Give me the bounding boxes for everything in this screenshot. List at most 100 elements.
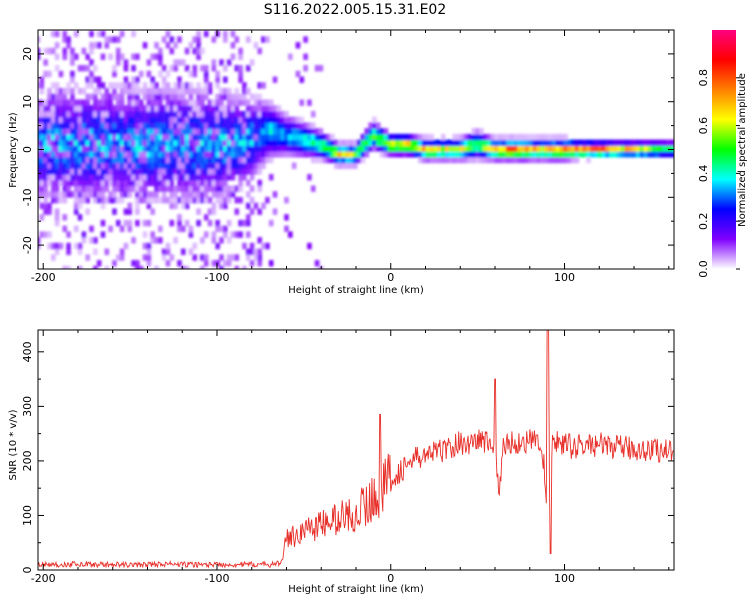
heatmap-cell: [372, 122, 377, 129]
heatmap-cell: [104, 42, 110, 49]
heatmap-cell: [223, 36, 228, 43]
heatmap-cell: [307, 128, 312, 135]
heatmap-cell: [47, 202, 52, 210]
heatmap-cell: [368, 145, 373, 152]
heatmap-cell: [142, 219, 148, 227]
heatmap-cell: [196, 139, 201, 147]
heatmap-cell: [257, 122, 263, 129]
heatmap-cell: [310, 156, 316, 164]
heatmap-cell: [203, 82, 209, 89]
heatmap-cell: [318, 133, 324, 141]
heatmap-cell: [230, 162, 236, 169]
heatmap-cell: [230, 231, 236, 238]
heatmap-cell: [161, 162, 167, 169]
heatmap-cell: [207, 151, 213, 158]
heatmap-cell: [81, 87, 87, 95]
heatmap-cell: [337, 139, 343, 147]
heatmap-cell: [58, 87, 64, 95]
heatmap-cell: [165, 168, 171, 175]
heatmap-cell: [58, 156, 64, 164]
heatmap-cell: [651, 139, 656, 147]
heatmap-cell: [238, 76, 243, 83]
heatmap-cell: [211, 36, 217, 43]
heatmap-cell: [100, 156, 106, 164]
heatmap-cell: [375, 139, 381, 147]
heatmap-cell: [456, 139, 461, 147]
heatmap-cell: [169, 254, 175, 261]
heatmap-cell: [93, 105, 98, 112]
heatmap-cell: [150, 174, 155, 181]
heatmap-cell: [180, 82, 186, 89]
heatmap-cell: [360, 156, 366, 164]
heatmap-cell: [131, 105, 136, 112]
heatmap-cell: [180, 87, 186, 95]
heatmap-cell: [196, 174, 201, 181]
heatmap-cell: [135, 151, 140, 158]
heatmap-cell: [307, 139, 312, 147]
heatmap-cell: [47, 93, 52, 101]
heatmap-cell: [628, 151, 633, 158]
heatmap-cell: [70, 122, 75, 129]
heatmap-cell: [158, 196, 163, 204]
heatmap-cell: [456, 151, 461, 158]
heatmap-cell: [211, 162, 217, 169]
heatmap-cell: [43, 122, 48, 129]
heatmap-cell: [188, 231, 194, 238]
heatmap-cell: [219, 59, 224, 66]
heatmap-cell: [96, 110, 102, 118]
heatmap-cell: [62, 133, 68, 141]
heatmap-cell: [85, 156, 90, 164]
heatmap-cell: [528, 151, 534, 158]
heatmap-cell: [50, 196, 56, 204]
heatmap-cell: [39, 191, 45, 198]
heatmap-cell: [96, 122, 102, 129]
heatmap-cell: [333, 156, 339, 164]
heatmap-cell: [112, 36, 117, 43]
heatmap-cell: [165, 185, 171, 192]
heatmap-cell: [119, 225, 125, 233]
heatmap-cell: [73, 168, 79, 175]
heatmap-cell: [43, 47, 48, 55]
heatmap-cell: [89, 174, 94, 181]
heatmap-cell: [100, 202, 106, 210]
heatmap-cell: [38, 82, 41, 89]
heatmap-cell: [586, 139, 591, 147]
heatmap-cell: [234, 231, 240, 238]
heatmap-cell: [226, 260, 232, 267]
heatmap-cell: [482, 133, 488, 141]
heatmap-cell: [215, 99, 220, 106]
heatmap-cell: [238, 185, 243, 192]
heatmap-cell: [226, 196, 232, 204]
heatmap-cell: [142, 128, 148, 135]
heatmap-cell: [200, 151, 205, 158]
heatmap-cell: [463, 139, 469, 147]
heatmap-cell: [177, 110, 182, 118]
heatmap-cell: [425, 151, 431, 158]
heatmap-cell: [245, 122, 251, 129]
heatmap-cell: [150, 208, 155, 215]
heatmap-cell: [249, 116, 255, 124]
heatmap-cell: [307, 122, 312, 129]
heatmap-cell: [173, 105, 178, 112]
heatmap-cell: [158, 59, 163, 66]
heatmap-cell: [85, 133, 90, 141]
heatmap-cell: [96, 128, 102, 135]
heatmap-cell: [93, 116, 98, 124]
heatmap-cell: [410, 139, 415, 147]
heatmap-cell: [161, 179, 167, 187]
heatmap-cell: [158, 151, 163, 158]
heatmap-cell: [131, 185, 136, 192]
heatmap-cell: [154, 99, 159, 106]
heatmap-cell: [100, 122, 106, 129]
heatmap-cell: [127, 156, 133, 164]
heatmap-cell: [341, 151, 347, 158]
heatmap-cell: [253, 151, 259, 158]
heatmap-cell: [89, 82, 94, 89]
heatmap-cell: [314, 156, 320, 164]
heatmap-cell: [54, 174, 60, 181]
heatmap-cell: [188, 179, 194, 187]
heatmap-cell: [58, 168, 64, 175]
heatmap-cell: [261, 242, 266, 250]
heatmap-cell: [100, 219, 106, 227]
heatmap-cell: [85, 191, 90, 198]
